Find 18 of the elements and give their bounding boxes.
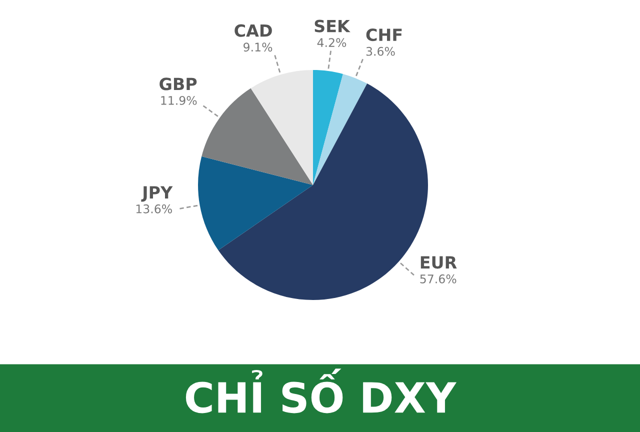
text: CHỈ SỐ DXY [186, 368, 457, 414]
pie-slice [250, 70, 313, 185]
slice-label: GBP [160, 78, 197, 90]
data-label: 57.6% [420, 274, 456, 284]
data-label: 13.6% [136, 204, 172, 214]
slice-label: CAD [234, 24, 272, 37]
pie-slice [313, 74, 368, 185]
data-label: 11.9% [161, 96, 197, 105]
data-label: 9.1% [244, 42, 272, 52]
slice-label: CHF [366, 28, 402, 42]
pie-slice [313, 70, 343, 185]
pie-slice [202, 88, 313, 185]
pie-slice [198, 156, 313, 250]
slice-label: EUR [420, 256, 457, 269]
data-label: 4.2% [317, 38, 346, 48]
data-label: 3.6% [366, 46, 395, 56]
slice-label: SEK [314, 20, 350, 32]
slice-label: JPY [141, 186, 173, 202]
